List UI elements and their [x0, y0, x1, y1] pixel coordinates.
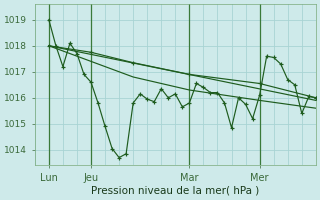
X-axis label: Pression niveau de la mer( hPa ): Pression niveau de la mer( hPa ) — [91, 186, 260, 196]
